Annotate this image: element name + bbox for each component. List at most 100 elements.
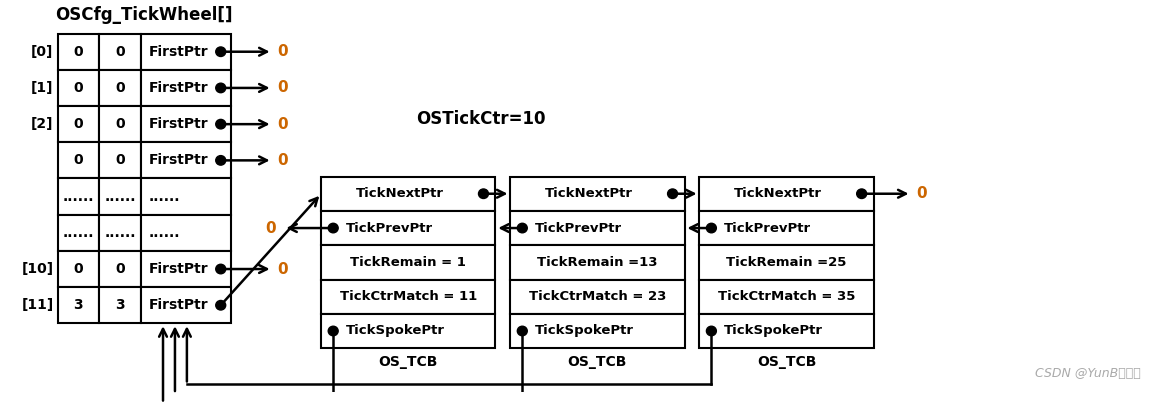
Circle shape [216, 301, 226, 310]
Text: FirstPtr: FirstPtr [149, 45, 209, 59]
Bar [141, 179, 231, 215]
Text: TickRemain =25: TickRemain =25 [726, 256, 847, 269]
Text: FirstPtr: FirstPtr [149, 262, 209, 276]
Text: TickRemain = 1: TickRemain = 1 [351, 256, 466, 269]
Text: 0: 0 [277, 261, 288, 276]
Text: 0: 0 [73, 262, 83, 276]
Bar [510, 211, 685, 245]
Circle shape [329, 326, 338, 336]
Bar [322, 245, 495, 280]
Text: TickPrevPtr: TickPrevPtr [346, 221, 433, 235]
Text: 0: 0 [277, 153, 288, 168]
Text: ......: ...... [149, 226, 181, 240]
Circle shape [479, 189, 488, 198]
Circle shape [706, 326, 716, 336]
Circle shape [216, 264, 226, 274]
Text: TickNextPtr: TickNextPtr [545, 187, 633, 200]
Text: 0: 0 [115, 154, 125, 167]
Bar [141, 251, 231, 287]
Bar [99, 106, 141, 142]
Bar [141, 287, 231, 323]
Circle shape [216, 83, 226, 93]
Text: 0: 0 [115, 117, 125, 131]
Bar [510, 177, 685, 211]
Bar [141, 106, 231, 142]
Bar [322, 211, 495, 245]
Text: OS_TCB: OS_TCB [379, 356, 438, 369]
Bar [699, 245, 874, 280]
Bar [699, 314, 874, 348]
Bar [57, 215, 99, 251]
Text: TickCtrMatch = 35: TickCtrMatch = 35 [718, 290, 855, 303]
Bar [141, 34, 231, 70]
Bar [510, 314, 685, 348]
Bar [322, 314, 495, 348]
Bar [99, 142, 141, 179]
Text: ......: ...... [105, 226, 136, 240]
Text: 0: 0 [277, 44, 288, 59]
Bar [322, 280, 495, 314]
Text: OS_TCB: OS_TCB [567, 356, 627, 369]
Text: OSTickCtr=10: OSTickCtr=10 [416, 110, 545, 128]
Text: TickNextPtr: TickNextPtr [734, 187, 821, 200]
Bar [57, 34, 99, 70]
Text: TickCtrMatch = 23: TickCtrMatch = 23 [529, 290, 666, 303]
Bar [57, 179, 99, 215]
Text: FirstPtr: FirstPtr [149, 81, 209, 95]
Text: 0: 0 [277, 117, 288, 132]
Circle shape [216, 120, 226, 129]
Bar [99, 251, 141, 287]
Text: 0: 0 [73, 81, 83, 95]
Text: 0: 0 [264, 221, 275, 236]
Text: TickPrevPtr: TickPrevPtr [725, 221, 812, 235]
Text: TickPrevPtr: TickPrevPtr [535, 221, 622, 235]
Text: OSCfg_TickWheel[]: OSCfg_TickWheel[] [56, 6, 233, 24]
Text: CSDN @YunB西风英: CSDN @YunB西风英 [1035, 367, 1141, 381]
Text: [10]: [10] [21, 262, 54, 276]
Text: FirstPtr: FirstPtr [149, 298, 209, 312]
Bar [99, 215, 141, 251]
Bar [57, 251, 99, 287]
Bar [510, 245, 685, 280]
Text: TickNextPtr: TickNextPtr [355, 187, 444, 200]
Circle shape [216, 47, 226, 57]
Circle shape [329, 223, 338, 233]
Text: 0: 0 [73, 117, 83, 131]
Text: TickSpokePtr: TickSpokePtr [535, 324, 634, 337]
Bar [99, 34, 141, 70]
Circle shape [216, 156, 226, 165]
Text: [2]: [2] [31, 117, 54, 131]
Text: 3: 3 [115, 298, 125, 312]
Bar [141, 215, 231, 251]
Bar [699, 211, 874, 245]
Text: FirstPtr: FirstPtr [149, 154, 209, 167]
Text: ......: ...... [149, 189, 181, 204]
Bar [57, 142, 99, 179]
Bar [99, 179, 141, 215]
Text: 0: 0 [73, 154, 83, 167]
Bar [322, 177, 495, 211]
Bar [699, 280, 874, 314]
Text: TickCtrMatch = 11: TickCtrMatch = 11 [340, 290, 476, 303]
Bar [57, 287, 99, 323]
Text: ......: ...... [63, 226, 94, 240]
Text: 3: 3 [73, 298, 83, 312]
Text: ......: ...... [63, 189, 94, 204]
Bar [57, 70, 99, 106]
Circle shape [517, 223, 528, 233]
Text: FirstPtr: FirstPtr [149, 117, 209, 131]
Circle shape [856, 189, 867, 198]
Text: TickRemain =13: TickRemain =13 [537, 256, 658, 269]
Text: 0: 0 [115, 45, 125, 59]
Bar [699, 177, 874, 211]
Bar [510, 280, 685, 314]
Circle shape [517, 326, 528, 336]
Circle shape [706, 223, 716, 233]
Bar [141, 142, 231, 179]
Text: TickSpokePtr: TickSpokePtr [346, 324, 445, 337]
Text: 0: 0 [917, 186, 927, 201]
Text: [11]: [11] [21, 298, 54, 312]
Text: 0: 0 [115, 81, 125, 95]
Bar [141, 70, 231, 106]
Text: 0: 0 [73, 45, 83, 59]
